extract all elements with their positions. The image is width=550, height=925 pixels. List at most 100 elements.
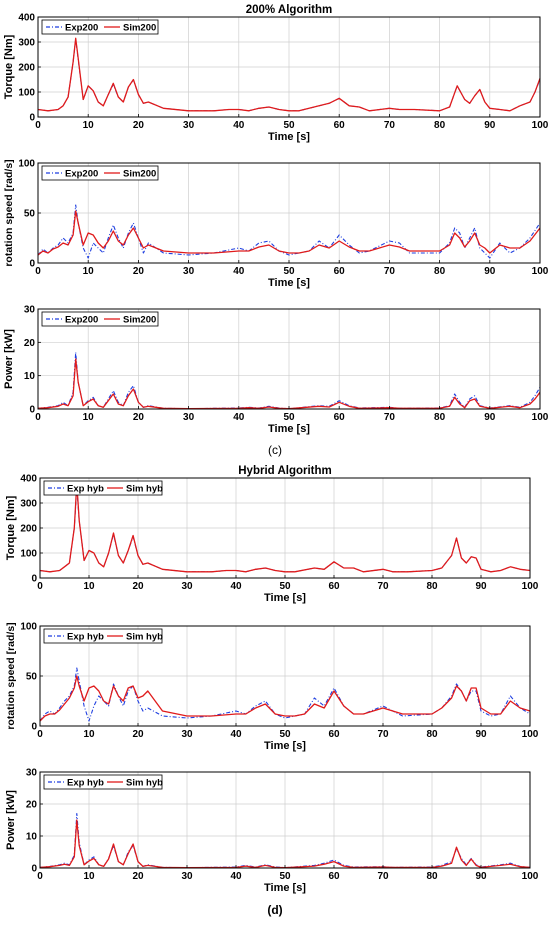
y-tick-label: 30: [24, 305, 36, 316]
x-tick-label: 80: [426, 871, 438, 882]
y-tick-label: 20: [26, 800, 38, 811]
x-tick-label: 60: [334, 120, 346, 131]
y-tick-label: 100: [20, 622, 37, 633]
x-tick-label: 0: [37, 581, 43, 592]
legend-label: Exp hyb: [67, 778, 104, 789]
chart-6: 0 10 20 30 40 50 60 70 80 90 100 0 10 20 30 Time [s] Pow…: [5, 768, 539, 895]
legend-box: [43, 480, 163, 496]
x-tick-label: 30: [181, 729, 193, 740]
x-axis-label: Time [s]: [264, 882, 306, 894]
y-tick-label: 100: [20, 549, 37, 560]
legend: Exp hyb Sim hyb: [43, 774, 163, 790]
x-tick-label: 80: [434, 120, 446, 131]
x-tick-label: 100: [532, 266, 549, 277]
x-tick-label: 60: [328, 871, 340, 882]
x-tick-label: 20: [132, 581, 144, 592]
x-tick-label: 100: [532, 412, 549, 423]
y-tick-label: 300: [20, 499, 37, 510]
chart-3: 0 10 20 30 40 50 60 70 80 90 100 0 10 20 30 Time [s] Pow…: [3, 305, 549, 436]
y-axis-label: Power [kW]: [5, 790, 17, 850]
x-tick-label: 50: [283, 266, 295, 277]
legend-box: [41, 311, 159, 327]
x-tick-label: 30: [183, 412, 195, 423]
x-tick-label: 60: [334, 266, 346, 277]
x-tick-label: 10: [83, 412, 95, 423]
x-tick-label: 0: [37, 729, 43, 740]
y-tick-label: 400: [18, 13, 35, 24]
x-tick-label: 70: [377, 871, 389, 882]
x-tick-label: 0: [35, 266, 41, 277]
x-tick-label: 70: [384, 266, 396, 277]
x-tick-label: 30: [183, 120, 195, 131]
y-axis-label: Torque [Nm]: [5, 495, 17, 560]
x-axis-label: Time [s]: [268, 423, 310, 435]
x-tick-label: 40: [230, 871, 242, 882]
x-tick-label: 100: [522, 581, 539, 592]
x-tick-label: 0: [35, 120, 41, 131]
y-axis-label: rotation speed [rad/s]: [3, 159, 15, 266]
series-line-sim200: [37, 358, 541, 410]
x-tick-label: 30: [181, 581, 193, 592]
x-tick-label: 50: [279, 729, 291, 740]
y-tick-label: 0: [29, 405, 35, 416]
legend-box: [43, 628, 163, 644]
legend-label: Exp200: [65, 315, 98, 326]
x-axis-label: Time [s]: [268, 131, 310, 143]
y-tick-label: 100: [18, 159, 35, 170]
x-tick-label: 90: [484, 412, 496, 423]
legend-box: [41, 19, 159, 35]
legend: Exp hyb Sim hyb: [43, 480, 163, 496]
legend-label: Sim200: [123, 315, 156, 326]
x-tick-label: 10: [83, 120, 95, 131]
chart-2: 0 10 20 30 40 50 60 70 80 90 100 0 50 100 Time [s] rota…: [3, 159, 549, 290]
x-tick-label: 10: [83, 581, 95, 592]
y-tick-label: 200: [20, 524, 37, 535]
y-tick-label: 50: [24, 209, 36, 220]
x-tick-label: 10: [83, 266, 95, 277]
x-tick-label: 50: [279, 581, 291, 592]
y-tick-label: 300: [18, 38, 35, 49]
x-tick-label: 40: [230, 581, 242, 592]
x-tick-label: 70: [384, 120, 396, 131]
legend-label: Sim hyb: [126, 484, 163, 495]
y-tick-label: 0: [29, 113, 35, 124]
chart-5: 0 10 20 30 40 50 60 70 80 90 100 0 50 100 Time [s] rota…: [5, 622, 539, 753]
legend: Exp200 Sim200: [41, 165, 159, 181]
x-tick-label: 20: [132, 729, 144, 740]
x-tick-label: 90: [484, 266, 496, 277]
x-tick-label: 50: [283, 412, 295, 423]
series-line-sim-hyb: [39, 819, 531, 869]
y-axis-label: rotation speed [rad/s]: [5, 622, 17, 729]
y-tick-label: 20: [24, 338, 36, 349]
x-tick-label: 100: [522, 871, 539, 882]
x-tick-label: 90: [475, 581, 487, 592]
x-tick-label: 60: [328, 581, 340, 592]
x-tick-label: 20: [133, 266, 145, 277]
y-tick-label: 100: [18, 88, 35, 99]
legend-box: [43, 774, 163, 790]
legend: Exp200 Sim200: [41, 19, 159, 35]
x-tick-label: 0: [35, 412, 41, 423]
y-tick-label: 0: [31, 864, 37, 875]
x-tick-label: 40: [233, 266, 245, 277]
y-tick-label: 10: [26, 832, 38, 843]
chart-4: 0 10 20 30 40 50 60 70 80 90 100 0 100 200 300 400 Time …: [5, 465, 539, 604]
x-tick-label: 20: [132, 871, 144, 882]
x-tick-label: 50: [279, 871, 291, 882]
x-axis-label: Time [s]: [268, 277, 310, 289]
x-tick-label: 90: [475, 729, 487, 740]
x-tick-label: 40: [233, 120, 245, 131]
legend-label: Exp hyb: [67, 632, 104, 643]
legend-box: [41, 165, 159, 181]
legend-label: Exp200: [65, 23, 98, 34]
x-tick-label: 100: [532, 120, 549, 131]
legend: Exp hyb Sim hyb: [43, 628, 163, 644]
x-tick-label: 80: [434, 412, 446, 423]
y-tick-label: 0: [31, 574, 37, 585]
series-line-sim-hyb: [39, 675, 531, 722]
y-tick-label: 0: [31, 722, 37, 733]
series-line-sim200: [37, 210, 541, 256]
y-tick-label: 400: [20, 474, 37, 485]
x-tick-label: 20: [133, 120, 145, 131]
